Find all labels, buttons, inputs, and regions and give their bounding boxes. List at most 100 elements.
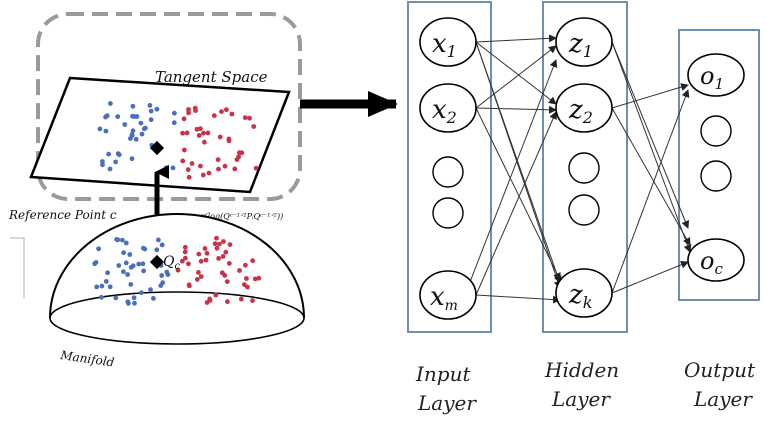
manifold-red-point xyxy=(237,268,242,273)
hidden-node-z2 xyxy=(555,83,613,133)
manifold-blue-point xyxy=(123,260,129,266)
manifold-blue-point xyxy=(136,261,142,267)
tangent-red-point xyxy=(251,124,257,129)
manifold-blue-point xyxy=(96,246,101,252)
manifold-red-point xyxy=(238,296,244,302)
tangent-blue-point xyxy=(106,151,111,157)
manifold-red-point xyxy=(183,255,188,261)
manifold-blue-point xyxy=(159,242,165,248)
tangent-red-point xyxy=(217,134,223,140)
tangent-blue-point xyxy=(164,165,169,171)
tangent-blue-point xyxy=(115,114,121,119)
manifold-base xyxy=(49,291,305,345)
tangent-red-point xyxy=(184,130,190,136)
network-edge xyxy=(611,260,689,294)
tangent-blue-point xyxy=(127,136,133,141)
tangent-blue-point xyxy=(170,165,176,171)
tangent-blue-point xyxy=(154,106,160,112)
tangent-blue-point xyxy=(130,103,136,109)
manifold-red-point xyxy=(179,258,185,264)
manifold-blue-point xyxy=(128,282,134,287)
tangent-blue-point xyxy=(133,136,139,142)
manifold-red-point xyxy=(243,262,248,268)
tangent-blue-point xyxy=(100,162,105,168)
network-edge xyxy=(475,107,561,281)
output-node-placeholder-1 xyxy=(700,115,732,147)
hidden-node-placeholder-1 xyxy=(568,152,600,184)
tangent-red-point xyxy=(219,109,224,114)
manifold-red-point xyxy=(196,270,201,275)
reference-point-label: Reference Point c xyxy=(8,208,117,222)
network-edge xyxy=(469,59,558,283)
manifold-blue-point xyxy=(125,272,130,277)
input-label-x2: x2 xyxy=(432,95,457,127)
manifold-red-point xyxy=(194,277,200,282)
tangent-red-point xyxy=(201,130,206,136)
tangent-red-point xyxy=(194,126,200,132)
output-layer-box xyxy=(678,29,760,301)
tangent-blue-point xyxy=(171,120,177,126)
manifold-blue-point xyxy=(99,283,105,289)
tangent-blue-point xyxy=(129,132,135,138)
output-layer-caption-1: Output xyxy=(684,358,756,382)
manifold-blue-point xyxy=(156,237,161,243)
tangent-red-point xyxy=(180,158,186,164)
manifold-blue-point xyxy=(154,247,160,253)
tangent-red-point xyxy=(224,107,229,113)
network-edge xyxy=(611,41,690,229)
manifold-dome xyxy=(49,213,305,319)
tangent-red-point xyxy=(205,130,211,136)
tangent-plane xyxy=(29,76,291,194)
hidden-layer-box xyxy=(542,1,628,333)
manifold-blue-point xyxy=(115,237,121,243)
manifold-red-point xyxy=(204,250,210,256)
output-node-o1 xyxy=(687,53,745,97)
manifold-red-point xyxy=(224,279,230,284)
manifold-blue-point xyxy=(105,270,110,276)
manifold-blue-point xyxy=(127,252,133,257)
tangent-blue-point xyxy=(104,113,110,119)
manifold-blue-point xyxy=(120,237,125,243)
network-edge xyxy=(475,105,557,114)
manifold-red-point xyxy=(182,249,188,255)
tangent-red-point xyxy=(186,174,192,180)
manifold-red-point xyxy=(227,242,233,248)
tangent-red-point xyxy=(202,139,207,145)
tangent-blue-point xyxy=(138,120,144,126)
manifold-blue-point xyxy=(159,273,165,278)
manifold-red-point xyxy=(225,299,230,305)
mapping-formula: sᵢ = upper(log(Qᶜ⁻¹ᐟ²PᵢQᶜ⁻¹ᐟ²)) xyxy=(163,212,283,221)
manifold-red-point xyxy=(213,292,219,298)
network-connections xyxy=(469,34,692,304)
input-layer-caption-1: Input xyxy=(415,362,471,386)
manifold-red-point xyxy=(250,298,255,303)
tangent-red-point xyxy=(185,167,191,173)
manifold-red-point xyxy=(204,300,210,305)
manifold-red-point xyxy=(219,270,225,276)
manifold-blue-point xyxy=(94,284,100,290)
manifold-blue-point xyxy=(131,295,137,301)
manifold-blue-point xyxy=(116,263,122,268)
manifold-blue-point xyxy=(164,269,170,275)
output-label-oc: oc xyxy=(700,247,723,278)
output-node-placeholder-2 xyxy=(700,160,732,192)
manifold-red-point xyxy=(244,276,249,281)
tangent-red-point xyxy=(181,116,187,122)
manifold-blue-point xyxy=(125,301,131,306)
tangent-red-point xyxy=(206,170,212,176)
input-layer-caption-2: Layer xyxy=(417,391,477,415)
manifold-blue-point xyxy=(148,287,153,292)
manifold-red-point xyxy=(202,246,208,251)
left-margin-bracket xyxy=(10,237,25,298)
tangent-red-point xyxy=(200,172,206,178)
manifold-red-point xyxy=(198,258,204,264)
network-edge xyxy=(611,89,690,294)
tangent-red-point xyxy=(247,115,252,121)
tangent-red-point xyxy=(182,147,187,153)
manifold-red-point xyxy=(196,251,202,257)
manifold-red-point xyxy=(214,235,219,241)
manifold-red-point xyxy=(245,284,250,290)
manifold-blue-point xyxy=(123,240,129,246)
manifold-blue-point xyxy=(121,269,126,275)
